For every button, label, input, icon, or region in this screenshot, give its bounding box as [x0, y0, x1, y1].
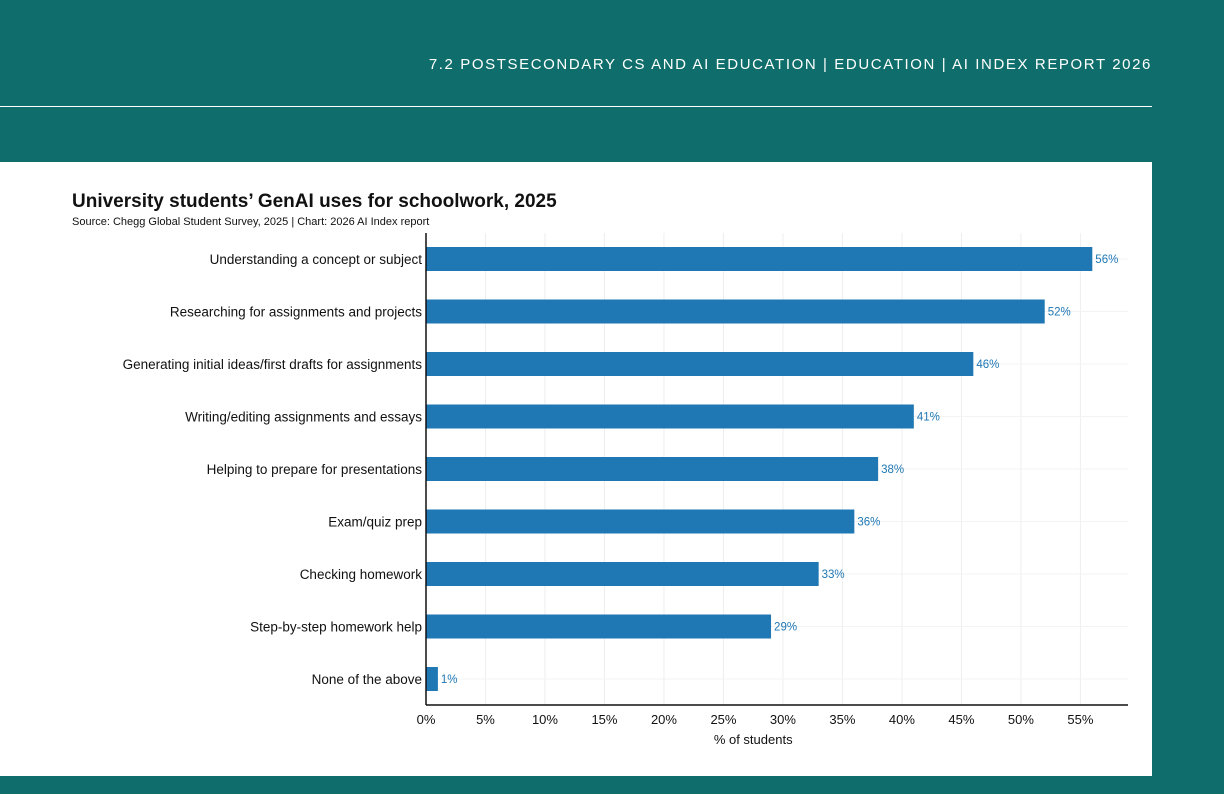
- x-tick-label: 25%: [710, 712, 736, 727]
- data-label: 33%: [822, 569, 845, 581]
- data-label: 52%: [1048, 307, 1071, 319]
- category-label: Step-by-step homework help: [250, 620, 422, 635]
- category-label: Researching for assignments and projects: [170, 305, 422, 320]
- bar: [426, 352, 974, 376]
- category-label: Helping to prepare for presentations: [207, 462, 423, 477]
- category-label: Understanding a concept or subject: [210, 252, 423, 267]
- x-tick-label: 0%: [417, 712, 436, 727]
- bar: [426, 404, 914, 429]
- labels: 0% 5% 10% 15% 20% 25% 30% 35% 40% 45% 50% 55% Unders…: [123, 252, 1119, 727]
- x-tick-label: 35%: [829, 712, 855, 727]
- data-label: 1%: [441, 674, 458, 686]
- bar: [426, 299, 1045, 324]
- category-label: Generating initial ideas/first drafts fo…: [123, 357, 423, 372]
- header-divider: [0, 106, 1152, 107]
- chart-source: Source: Chegg Global Student Survey, 202…: [72, 216, 430, 228]
- data-label: 29%: [774, 622, 797, 634]
- x-tick-label: 55%: [1067, 712, 1093, 727]
- bar: [426, 247, 1093, 271]
- data-label: 46%: [976, 359, 999, 371]
- x-axis-title: % of students: [714, 732, 793, 747]
- category-label: None of the above: [312, 672, 422, 687]
- report-header: 7.2 POSTSECONDARY CS AND AI EDUCATION | …: [428, 56, 1152, 73]
- chart-title: University students’ GenAI uses for scho…: [72, 191, 557, 212]
- x-tick-label: 20%: [651, 712, 677, 727]
- x-tick-label: 5%: [476, 712, 495, 727]
- bars: [426, 247, 1093, 691]
- bar: [426, 667, 438, 691]
- x-tick-label: 10%: [532, 712, 558, 727]
- bar: [426, 614, 772, 639]
- data-label: 36%: [857, 517, 880, 529]
- data-label: 56%: [1095, 254, 1118, 266]
- data-label: 41%: [917, 412, 940, 424]
- category-label: Writing/editing assignments and essays: [185, 410, 422, 425]
- x-tick-label: 40%: [889, 712, 915, 727]
- x-tick-label: 45%: [948, 712, 974, 727]
- bar: [426, 509, 855, 534]
- x-tick-label: 30%: [770, 712, 796, 727]
- category-label: Checking homework: [300, 567, 423, 582]
- x-tick-label: 50%: [1008, 712, 1034, 727]
- category-label: Exam/quiz prep: [328, 515, 422, 530]
- data-label: 38%: [881, 464, 904, 476]
- bar: [426, 562, 819, 586]
- bar: [426, 457, 879, 481]
- x-tick-label: 15%: [591, 712, 617, 727]
